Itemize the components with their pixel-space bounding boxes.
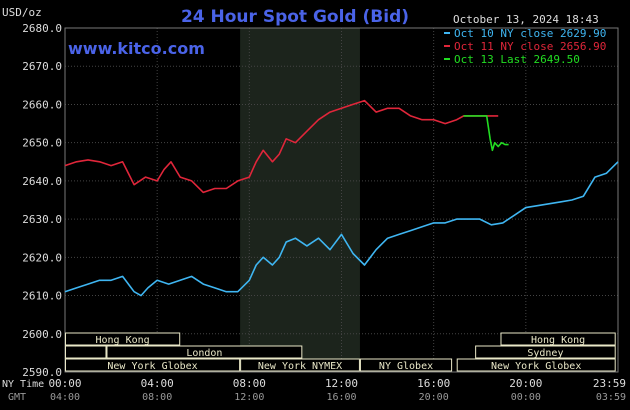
market-session-frame [240,358,360,372]
market-session-label: NY Globex [379,361,433,372]
y-tick-label: 2660.0 [22,98,62,111]
market-session-label: Hong Kong [96,335,150,346]
x-tick-label-gmt: 00:00 [511,392,541,403]
market-session-label: London [186,348,222,359]
market-session-label: Hong Kong [531,335,585,346]
market-session-frame [65,332,181,346]
market-session-label: New York NYMEX [258,361,342,372]
legend-item-oct13: Oct 13 Last 2649.50 [454,53,580,66]
market-session-box: London [106,345,303,359]
market-session-frame [475,345,616,359]
x-tick-label-ny: 00:00 [48,377,81,390]
ny-time-axis-label: NY Time [2,379,44,390]
chart-title: 24 Hour Spot Gold (Bid) [181,7,409,27]
market-session-label: New York Globex [107,361,197,372]
legend: Oct 10 NY close 2629.90 Oct 11 NY close … [444,27,606,66]
legend-item-oct10: Oct 10 NY close 2629.90 [454,27,606,40]
x-tick-label-gmt: 04:00 [50,392,80,403]
x-tick-label-gmt: 08:00 [142,392,172,403]
x-tick-label-gmt: 12:00 [234,392,264,403]
x-tick-label-ny: 16:00 [417,377,450,390]
market-session-box: Hong Kong [500,332,616,346]
x-tick-label-ny: 20:00 [509,377,542,390]
x-tick-label-ny: 23:59 [593,377,626,390]
market-session-box: New York Globex [456,358,616,372]
market-session-box: Sydney [475,345,616,359]
market-session-box: New York Globex [65,358,241,372]
gmt-axis-label: GMT [8,392,26,403]
x-tick-label-ny: 08:00 [233,377,266,390]
y-tick-label: 2670.0 [22,60,62,73]
x-tick-label-gmt: 03:59 [596,392,626,403]
market-session-frame [456,358,616,372]
market-session-box: Hong Kong [65,332,181,346]
series-line-oct10 [64,161,619,297]
market-session-box: New York NYMEX [240,358,360,372]
y-tick-label: 2590.0 [22,366,62,379]
y-tick-label: 2640.0 [22,175,62,188]
market-session-frame [106,345,303,359]
market-session-frame [359,358,453,372]
market-session-frame [65,345,107,359]
x-tick-label-gmt: 20:00 [419,392,449,403]
legend-item-oct11: Oct 11 NY close 2656.90 [454,40,606,53]
market-session-box [65,345,107,359]
market-session-label: New York Globex [491,361,581,372]
market-session-frame [500,332,616,346]
y-tick-label: 2650.0 [22,137,62,150]
x-tick-label-ny: 04:00 [141,377,174,390]
plot-frame [64,27,619,373]
date-stamp: October 13, 2024 18:43 [453,13,599,26]
series-line-oct11 [64,99,499,194]
series-line-oct13 [463,115,509,152]
y-tick-label: 2680.0 [22,22,62,35]
y-tick-label: 2620.0 [22,251,62,264]
market-session-box: NY Globex [359,358,453,372]
unit-label: USD/oz [2,6,42,19]
y-tick-label: 2610.0 [22,290,62,303]
y-tick-label: 2630.0 [22,213,62,226]
market-session-frame [65,358,241,372]
market-session-label: Sydney [527,348,563,359]
x-tick-label-ny: 12:00 [325,377,358,390]
nymex-session-shade [240,28,360,372]
site-watermark: www.kitco.com [68,39,205,58]
x-tick-label-gmt: 16:00 [326,392,356,403]
y-tick-label: 2600.0 [22,328,62,341]
